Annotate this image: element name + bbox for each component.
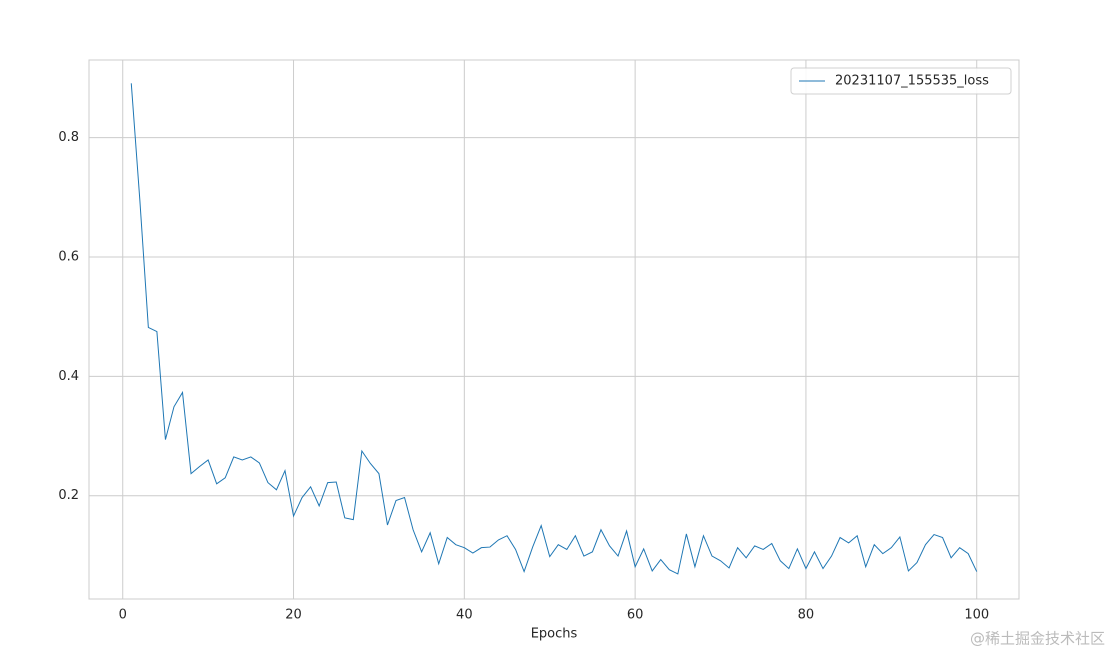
x-tick-label: 60 [627,608,644,623]
x-tick-label: 20 [285,608,302,623]
legend-label: 20231107_155535_loss [835,74,989,89]
legend-box [790,67,1012,95]
x-axis-label: Epochs [531,627,578,642]
x-tick-label: 0 [119,608,127,623]
line [130,83,978,575]
x-tick-label: 100 [964,608,989,623]
plot-frame [88,59,1020,600]
y-tick-label: 0.8 [58,130,79,145]
x-tick-label: 40 [456,608,473,623]
y-tick-label: 0.6 [58,249,79,264]
y-tick-label: 0.4 [58,369,79,384]
watermark: @稀土掘金技术社区 [970,630,1105,648]
y-tick-label: 0.2 [58,488,79,503]
x-tick-label: 80 [798,608,815,623]
